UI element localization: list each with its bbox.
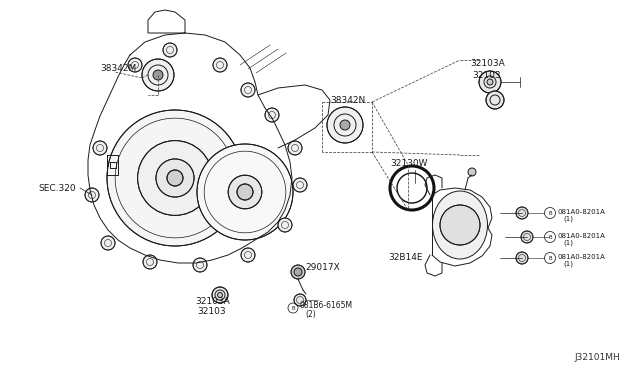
Circle shape bbox=[213, 58, 227, 72]
Circle shape bbox=[101, 236, 115, 250]
Circle shape bbox=[241, 83, 255, 97]
Circle shape bbox=[397, 173, 427, 203]
Circle shape bbox=[142, 59, 174, 91]
Text: J32101MH: J32101MH bbox=[574, 353, 620, 362]
Circle shape bbox=[237, 184, 253, 200]
Circle shape bbox=[241, 248, 255, 262]
Circle shape bbox=[516, 252, 528, 264]
Text: (1): (1) bbox=[563, 261, 573, 267]
Circle shape bbox=[212, 287, 228, 303]
Circle shape bbox=[138, 141, 212, 215]
Text: B: B bbox=[291, 305, 295, 311]
Circle shape bbox=[85, 188, 99, 202]
Circle shape bbox=[294, 294, 306, 306]
Text: SEC.320: SEC.320 bbox=[38, 183, 76, 192]
Circle shape bbox=[278, 218, 292, 232]
Circle shape bbox=[479, 71, 501, 93]
Text: 32103A: 32103A bbox=[195, 298, 230, 307]
Text: 38342M: 38342M bbox=[100, 64, 136, 73]
Text: 32130W: 32130W bbox=[390, 158, 428, 167]
Ellipse shape bbox=[433, 191, 488, 259]
Circle shape bbox=[218, 292, 223, 298]
Circle shape bbox=[293, 178, 307, 192]
Text: B: B bbox=[548, 211, 552, 215]
Circle shape bbox=[93, 141, 107, 155]
Circle shape bbox=[340, 120, 350, 130]
Circle shape bbox=[128, 58, 142, 72]
Circle shape bbox=[288, 141, 302, 155]
Text: 38342N: 38342N bbox=[330, 96, 365, 105]
Circle shape bbox=[228, 175, 262, 209]
Circle shape bbox=[468, 168, 476, 176]
Circle shape bbox=[163, 43, 177, 57]
Circle shape bbox=[107, 110, 243, 246]
Text: 081B6-6165M: 081B6-6165M bbox=[300, 301, 353, 310]
Text: 32103A: 32103A bbox=[470, 58, 505, 67]
Text: (1): (1) bbox=[563, 216, 573, 222]
Circle shape bbox=[153, 70, 163, 80]
Text: B: B bbox=[548, 256, 552, 260]
Circle shape bbox=[291, 265, 305, 279]
Circle shape bbox=[156, 159, 194, 197]
Text: 081A0-8201A: 081A0-8201A bbox=[558, 254, 606, 260]
Circle shape bbox=[167, 170, 183, 186]
Text: 32B14E: 32B14E bbox=[388, 253, 422, 263]
Text: 081A0-8201A: 081A0-8201A bbox=[558, 233, 606, 239]
Circle shape bbox=[143, 255, 157, 269]
Circle shape bbox=[265, 108, 279, 122]
Text: (2): (2) bbox=[305, 310, 316, 318]
Circle shape bbox=[440, 205, 480, 245]
Circle shape bbox=[486, 91, 504, 109]
Circle shape bbox=[327, 107, 363, 143]
Text: 081A0-8201A: 081A0-8201A bbox=[558, 209, 606, 215]
Text: B: B bbox=[548, 234, 552, 240]
Circle shape bbox=[294, 268, 302, 276]
Circle shape bbox=[516, 207, 528, 219]
Text: (1): (1) bbox=[563, 240, 573, 246]
Text: 32103: 32103 bbox=[472, 71, 500, 80]
Circle shape bbox=[197, 144, 293, 240]
Circle shape bbox=[487, 79, 493, 85]
Circle shape bbox=[193, 258, 207, 272]
Circle shape bbox=[521, 231, 533, 243]
Text: 32103: 32103 bbox=[197, 308, 226, 317]
Text: 29017X: 29017X bbox=[305, 263, 340, 272]
